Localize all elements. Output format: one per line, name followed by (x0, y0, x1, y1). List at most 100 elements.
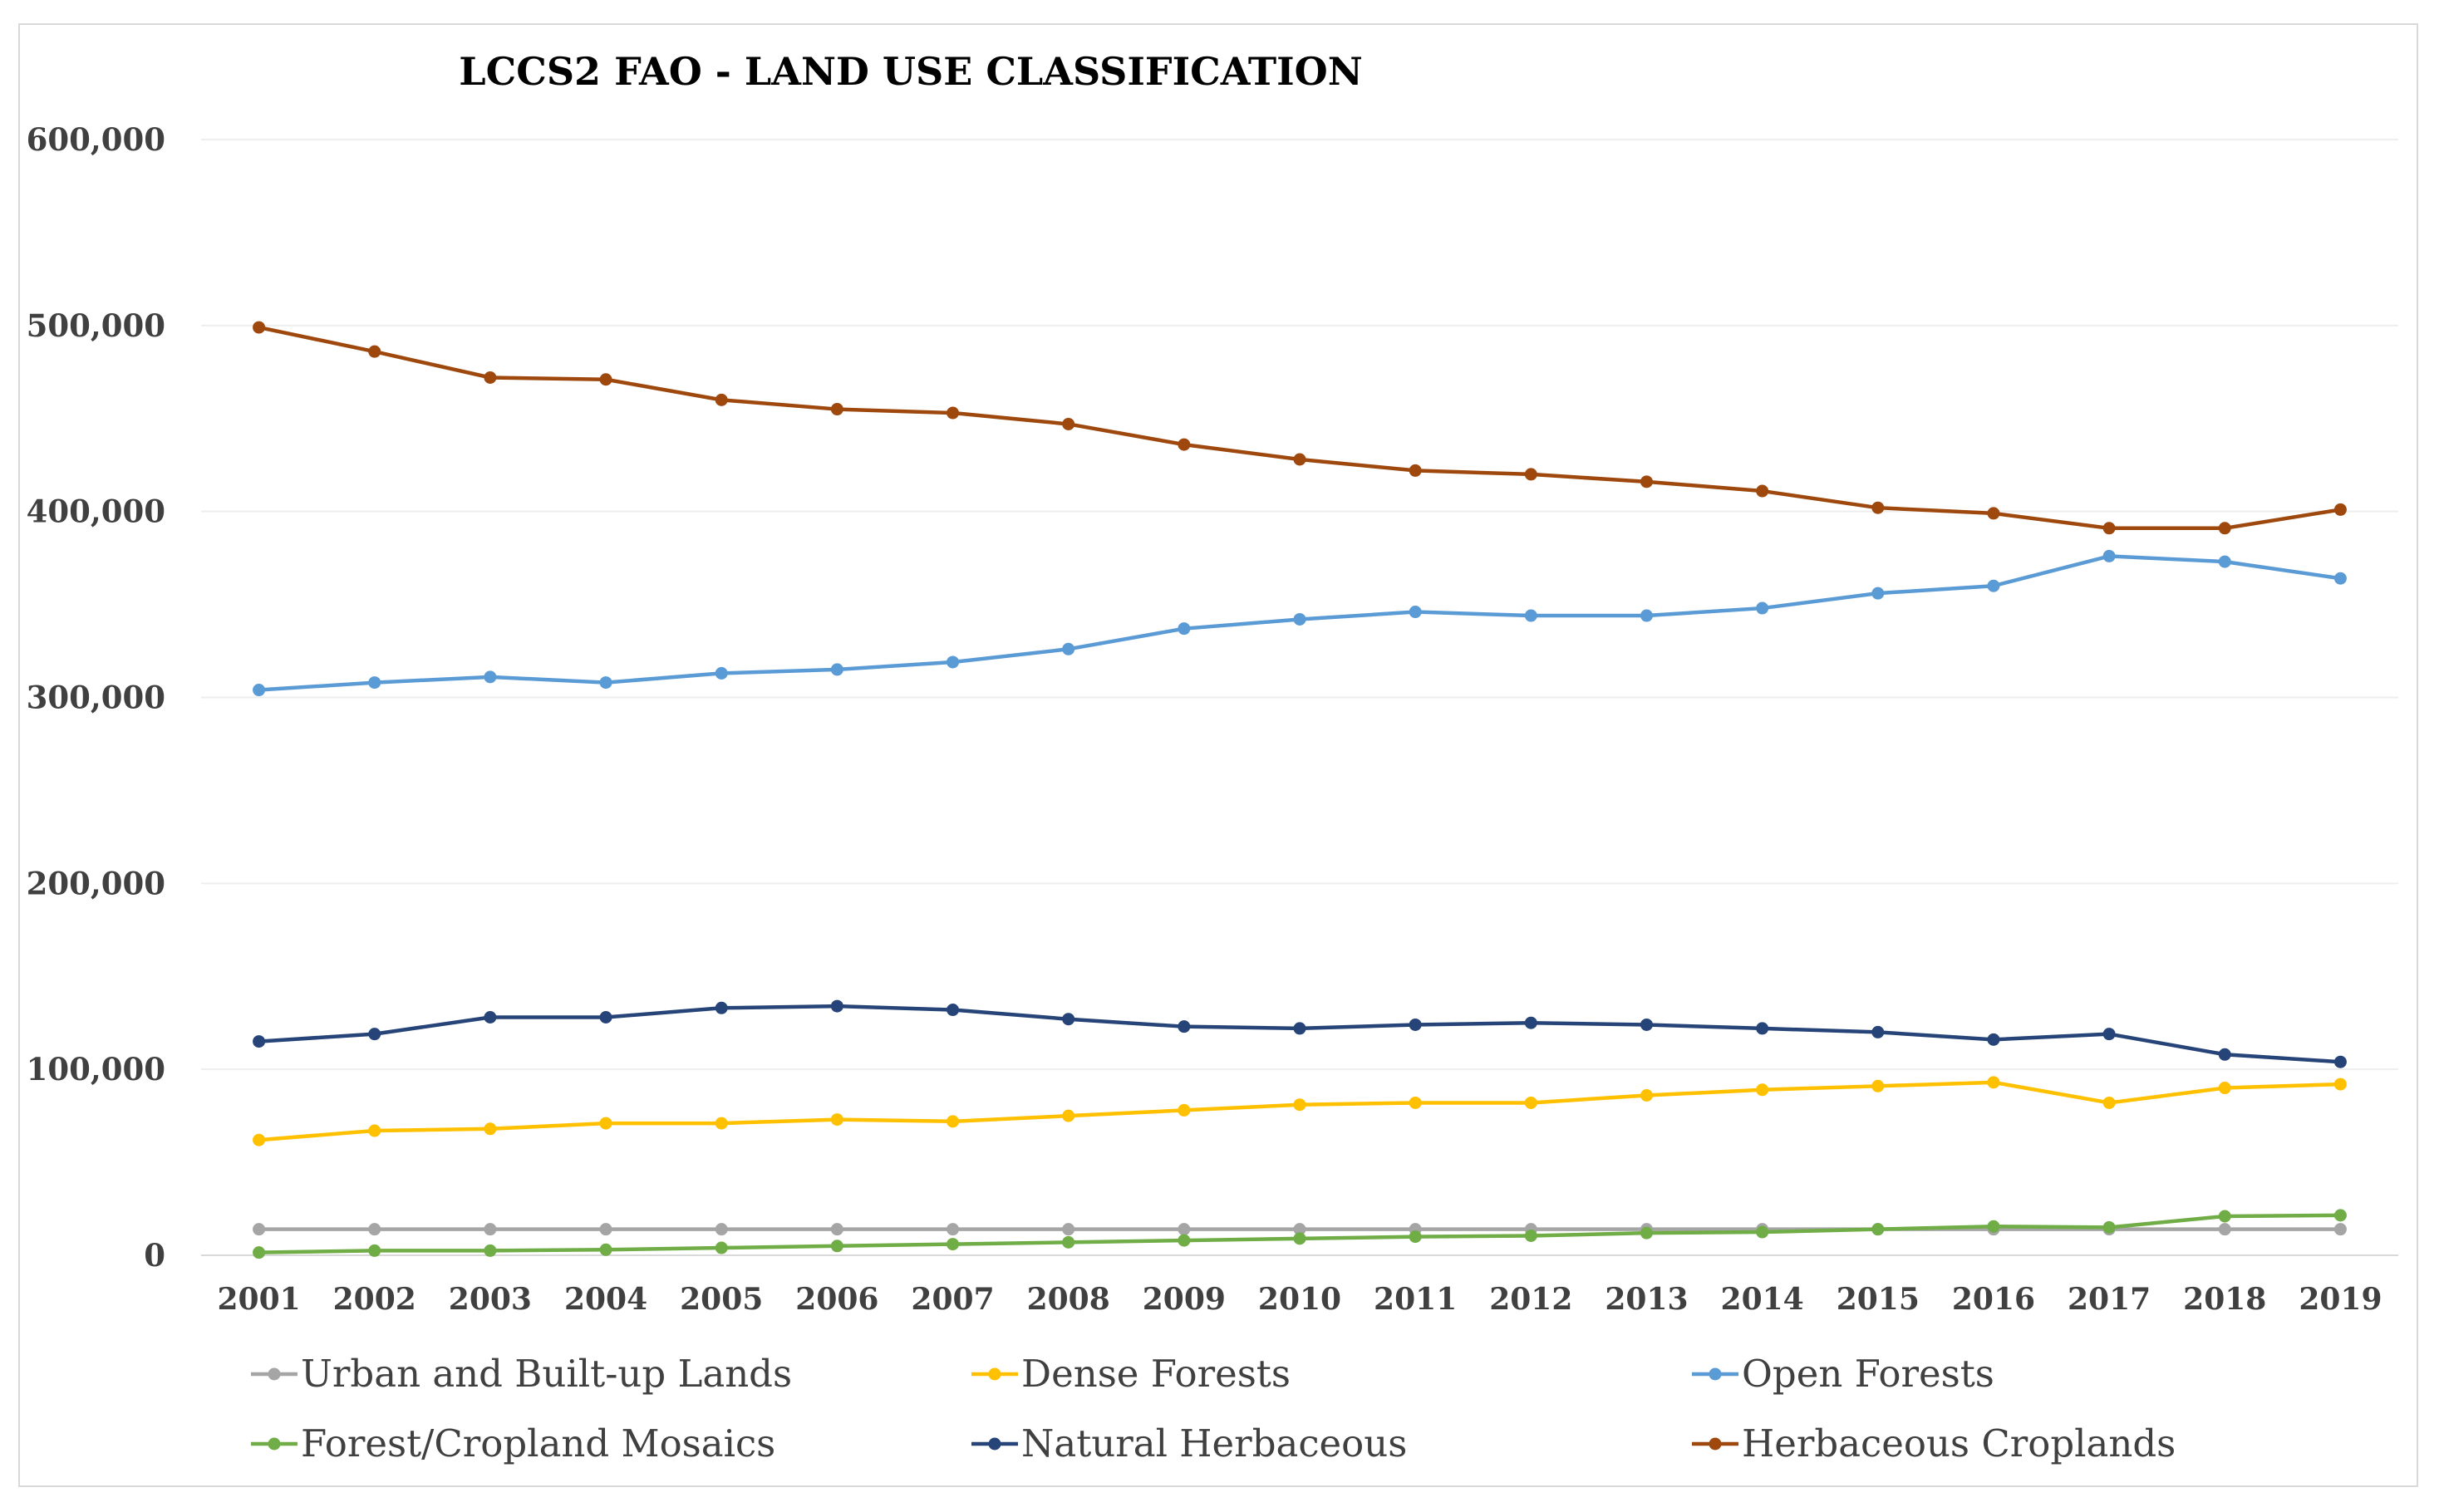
data-point (1293, 1022, 1306, 1035)
data-point (1756, 1083, 1769, 1097)
data-point (253, 684, 266, 697)
legend-item: Herbaceous Croplands (1692, 1421, 2176, 1465)
data-point (947, 1238, 960, 1251)
data-point (1871, 1079, 1885, 1092)
y-tick-label: 300,000 (27, 680, 165, 716)
data-point (2102, 522, 2116, 535)
y-tick-label: 100,000 (27, 1051, 165, 1087)
data-point (947, 1223, 960, 1236)
legend-marker (268, 1437, 281, 1451)
legend-item: Forest/Cropland Mosaics (251, 1421, 775, 1465)
data-point (1062, 642, 1075, 655)
data-point (2333, 503, 2347, 516)
data-point (253, 1035, 266, 1048)
data-point (1293, 1098, 1306, 1112)
legend: Urban and Built-up Lands Dense Forests Ope… (251, 1352, 2176, 1465)
series-natural-herbaceous (253, 999, 2347, 1068)
y-tick-label: 0 (144, 1237, 165, 1274)
legend-label: Natural Herbaceous (1021, 1421, 1407, 1465)
data-point (484, 1010, 497, 1024)
data-point (599, 1117, 612, 1130)
data-point (2218, 555, 2231, 568)
data-point (1062, 1109, 1075, 1122)
data-point (368, 1028, 381, 1041)
data-point (1756, 1225, 1769, 1239)
x-tick-label: 2003 (449, 1282, 532, 1317)
data-point (1062, 1223, 1075, 1236)
data-point (2333, 1055, 2347, 1068)
data-point (253, 1133, 266, 1146)
legend-label: Dense Forests (1021, 1352, 1291, 1396)
data-point (1987, 507, 2000, 520)
data-point (2218, 1223, 2231, 1236)
x-tick-label: 2002 (333, 1282, 416, 1317)
data-point (2218, 1210, 2231, 1223)
data-point (715, 393, 728, 406)
data-point (947, 1004, 960, 1017)
legend-item: Natural Herbaceous (971, 1421, 1407, 1465)
data-point (2218, 1048, 2231, 1061)
data-point (830, 1240, 843, 1253)
data-point (1062, 417, 1075, 430)
data-point (599, 1010, 612, 1024)
legend-marker (988, 1367, 1001, 1381)
data-point (1524, 1096, 1537, 1109)
x-tick-label: 2009 (1143, 1282, 1226, 1317)
data-point (1293, 453, 1306, 466)
data-point (1524, 468, 1537, 481)
series-line (257, 1080, 2343, 1142)
data-point (2218, 522, 2231, 535)
data-point (1640, 475, 1653, 488)
data-point (1178, 1234, 1191, 1247)
x-tick-label: 2006 (795, 1282, 878, 1317)
line-chart: LCCS2 FAO - LAND USE CLASSIFICATION 0 100… (27, 49, 2398, 1465)
data-point (1871, 501, 1885, 514)
data-point (1756, 484, 1769, 498)
y-axis-tick-labels: 0 100,000 200,000 300,000 400,000 500,000 600,… (27, 121, 165, 1274)
x-tick-label: 2008 (1027, 1282, 1110, 1317)
x-tick-label: 2017 (2068, 1282, 2151, 1317)
data-point (368, 1223, 381, 1236)
data-point (830, 999, 843, 1013)
data-point (715, 1241, 728, 1254)
data-point (715, 1117, 728, 1130)
data-point (830, 1113, 843, 1127)
data-point (947, 1115, 960, 1128)
x-tick-label: 2001 (217, 1282, 300, 1317)
x-tick-label: 2012 (1489, 1282, 1572, 1317)
data-point (599, 676, 612, 690)
y-tick-label: 400,000 (27, 493, 165, 530)
data-point (1409, 1096, 1422, 1109)
data-point (368, 676, 381, 690)
data-point (1409, 1018, 1422, 1031)
data-point (1409, 464, 1422, 477)
data-point (2102, 549, 2116, 562)
data-point (1987, 1033, 2000, 1046)
legend-label: Forest/Cropland Mosaics (301, 1421, 775, 1465)
data-point (2102, 1220, 2116, 1234)
x-tick-label: 2007 (911, 1282, 994, 1317)
data-point (1987, 1076, 2000, 1089)
data-point (1871, 587, 1885, 600)
x-tick-label: 2018 (2183, 1282, 2266, 1317)
series-dense-forests (253, 1076, 2347, 1146)
data-point (599, 1243, 612, 1256)
data-point (2333, 1223, 2347, 1236)
legend-marker (1709, 1437, 1722, 1451)
data-point (2333, 1209, 2347, 1222)
data-point (599, 373, 612, 386)
x-tick-label: 2019 (2299, 1282, 2382, 1317)
x-tick-label: 2010 (1258, 1282, 1341, 1317)
legend-label: Open Forests (1742, 1352, 1994, 1396)
data-point (484, 371, 497, 385)
data-point (1871, 1025, 1885, 1038)
data-point (1178, 1223, 1191, 1236)
x-tick-label: 2015 (1837, 1282, 1920, 1317)
y-tick-label: 200,000 (27, 865, 165, 901)
data-point (2102, 1096, 2116, 1109)
data-point (1293, 1223, 1306, 1236)
y-tick-label: 600,000 (27, 121, 165, 158)
x-tick-label: 2011 (1374, 1282, 1457, 1317)
series-herbaceous-croplands (253, 321, 2347, 535)
data-point (715, 1001, 728, 1014)
